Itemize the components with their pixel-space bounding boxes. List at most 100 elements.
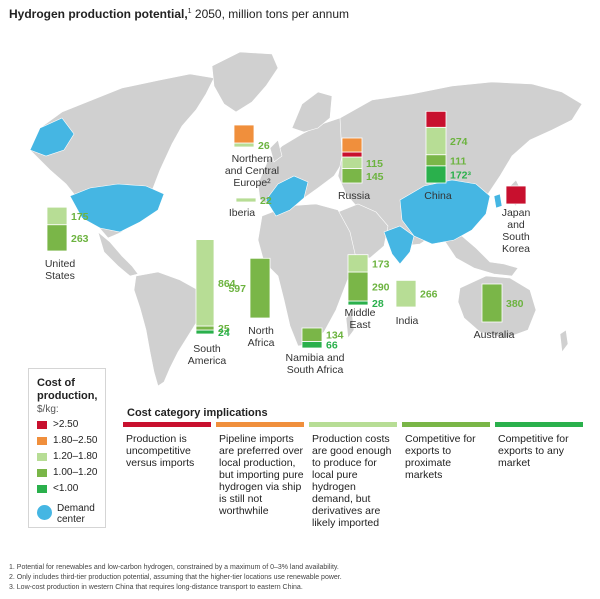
bar-value-label: 172³: [450, 169, 472, 181]
bar-segment-head: [425, 110, 447, 128]
bar-segment: [347, 300, 369, 306]
legend-unit: $/kg:: [37, 404, 59, 415]
footnotes: 1. Potential for renewables and low-carb…: [9, 563, 342, 593]
bar-value-label: 263: [71, 233, 89, 245]
legend-swatch: [37, 436, 47, 445]
bar-value-label: 175: [71, 211, 89, 223]
demand-united-states: [69, 183, 165, 233]
implication-text: Production costs are good enough to prod…: [312, 433, 392, 529]
implication-text: Pipeline imports are preferred over loca…: [219, 433, 304, 517]
legend-swatch: [37, 420, 47, 429]
implication-gt250: Production is uncompetitive versus impor…: [123, 422, 211, 469]
legend-item-label: >2.50: [53, 419, 79, 430]
bar-segment: [46, 206, 68, 226]
region-label-russia: Russia: [337, 190, 371, 202]
legend-item-100-120: 1.00–1.20: [37, 467, 98, 478]
region-label-south-america: South America: [187, 343, 227, 367]
bar-segment: [425, 126, 447, 156]
footnote-1: 1. Potential for renewables and low-carb…: [9, 564, 339, 571]
land-central-america: [97, 231, 139, 277]
legend-swatch: [37, 468, 47, 477]
region-label-namibia: Namibia and South Africa: [285, 352, 345, 376]
demand-korea: [493, 193, 503, 209]
land-new-zealand: [559, 329, 569, 353]
implication-color-bar: [309, 422, 397, 427]
implication-color-bar: [216, 422, 304, 427]
implication-color-bar: [123, 422, 211, 427]
legend-item-label: 1.20–1.80: [53, 451, 98, 462]
bar-segment: [249, 257, 271, 319]
bar-segment: [425, 165, 447, 184]
demand-china: [399, 179, 491, 245]
bar-value-label: 274: [450, 136, 468, 148]
demand-center-icon: [37, 505, 52, 520]
footnote-2: 2. Only includes third-tier production p…: [9, 574, 342, 581]
legend-demand-center: [37, 505, 52, 520]
legend-swatch: [37, 452, 47, 461]
bar-value-label: 66: [326, 340, 338, 352]
implication-color-bar: [402, 422, 490, 427]
bar-value-label: 111: [450, 155, 467, 167]
bar-value-label: 134: [326, 330, 344, 342]
bar-value-label: 28: [372, 298, 384, 310]
region-label-china: China: [424, 190, 452, 202]
world-map-chart: 1752638642524597134661732902826622261151…: [29, 51, 583, 387]
land-southeast-asia: [443, 235, 519, 277]
bar-value-label: 24: [218, 327, 230, 339]
implication-lt100: Competitive for exports to any market: [495, 422, 583, 469]
demand-western-europe: [265, 175, 309, 217]
chart-title-bold: Hydrogen production potential,: [9, 7, 188, 21]
bar-segment: [395, 279, 417, 308]
bar-segment-head: [233, 124, 255, 144]
bar-segment: [301, 327, 323, 342]
bar-segment: [301, 340, 323, 349]
demand-centers: [29, 117, 503, 265]
legend-item-label: 1.00–1.20: [53, 467, 98, 478]
bar-value-label: 115: [366, 158, 383, 170]
land-scandinavia: [291, 91, 333, 133]
stacked-bars: 1752638642524597134661732902826622261151…: [46, 110, 527, 352]
legend-item-label: <1.00: [53, 483, 79, 494]
legend-title: Cost of production,: [37, 377, 98, 402]
implication-text: Production is uncompetitive versus impor…: [126, 433, 195, 469]
bar-segment: [341, 156, 363, 169]
bar-segment: [347, 254, 369, 273]
bar-value-label: 22: [260, 195, 272, 207]
region-label-middle-east: Middle East: [344, 307, 376, 331]
cost-legend: Cost of production, $/kg: >2.50 1.80–2.5…: [28, 368, 106, 528]
bar-segment: [195, 325, 215, 331]
implication-100-120: Competitive for exports to proximate mar…: [402, 422, 490, 481]
bar-value-label: 25: [218, 323, 230, 335]
region-label-india: India: [395, 315, 419, 327]
legend-item-label: 1.80–2.50: [53, 435, 98, 446]
bar-segment-head: [341, 151, 363, 158]
bar-value-label: 173: [372, 258, 390, 270]
implication-color-bar: [495, 422, 583, 427]
land-south-america: [133, 271, 205, 387]
legend-item-120-180: 1.20–1.80: [37, 451, 98, 462]
bar-segment: [195, 329, 215, 335]
implication-text: Competitive for exports to any market: [498, 433, 569, 469]
bar-value-label: 26: [258, 140, 270, 152]
bar-segment: [481, 283, 503, 323]
land-africa: [257, 203, 357, 347]
land-greenland: [211, 51, 279, 113]
region-label-japan: Japan and South Korea: [501, 207, 531, 255]
region-label-australia: Australia: [473, 329, 515, 341]
bar-segment: [46, 224, 68, 252]
region-label-europe: Northern and Central Europe²: [224, 153, 280, 189]
bar-value-label: 290: [372, 282, 390, 294]
bar-value-label: 145: [366, 171, 384, 183]
bar-value-label: 266: [420, 289, 438, 301]
legend-item-180-250: 1.80–2.50: [37, 435, 98, 446]
world-land: [29, 51, 583, 387]
bar-segment: [347, 271, 369, 302]
bar-segment: [233, 142, 255, 148]
implications-title: Cost category implications: [127, 407, 268, 419]
chart-title-rest: 2050, million tons per annum: [191, 7, 350, 21]
chart-title-footnote-mark: 1: [187, 8, 192, 15]
bar-segment: [425, 154, 447, 167]
bar-segment: [235, 197, 257, 203]
demand-india: [383, 225, 415, 265]
region-label-iberia: Iberia: [228, 207, 256, 219]
